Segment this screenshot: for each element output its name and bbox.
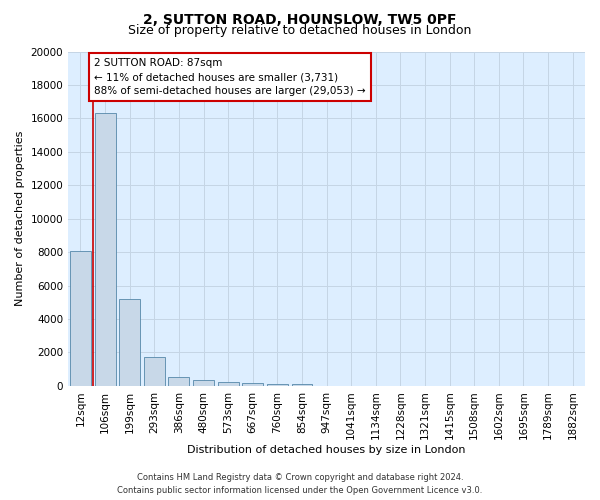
Bar	[242, 383, 263, 386]
Bar	[95, 114, 116, 386]
Text: 2 SUTTON ROAD: 87sqm
← 11% of detached houses are smaller (3,731)
88% of semi-de: 2 SUTTON ROAD: 87sqm ← 11% of detached h…	[94, 58, 365, 96]
Bar	[193, 380, 214, 386]
Bar	[267, 384, 288, 386]
Bar	[218, 382, 239, 386]
Bar	[292, 384, 313, 386]
Bar	[119, 299, 140, 386]
Bar	[169, 376, 190, 386]
Text: Size of property relative to detached houses in London: Size of property relative to detached ho…	[128, 24, 472, 37]
Y-axis label: Number of detached properties: Number of detached properties	[15, 131, 25, 306]
X-axis label: Distribution of detached houses by size in London: Distribution of detached houses by size …	[187, 445, 466, 455]
Text: Contains HM Land Registry data © Crown copyright and database right 2024.
Contai: Contains HM Land Registry data © Crown c…	[118, 474, 482, 495]
Bar	[70, 252, 91, 386]
Text: 2, SUTTON ROAD, HOUNSLOW, TW5 0PF: 2, SUTTON ROAD, HOUNSLOW, TW5 0PF	[143, 12, 457, 26]
Bar	[144, 356, 165, 386]
